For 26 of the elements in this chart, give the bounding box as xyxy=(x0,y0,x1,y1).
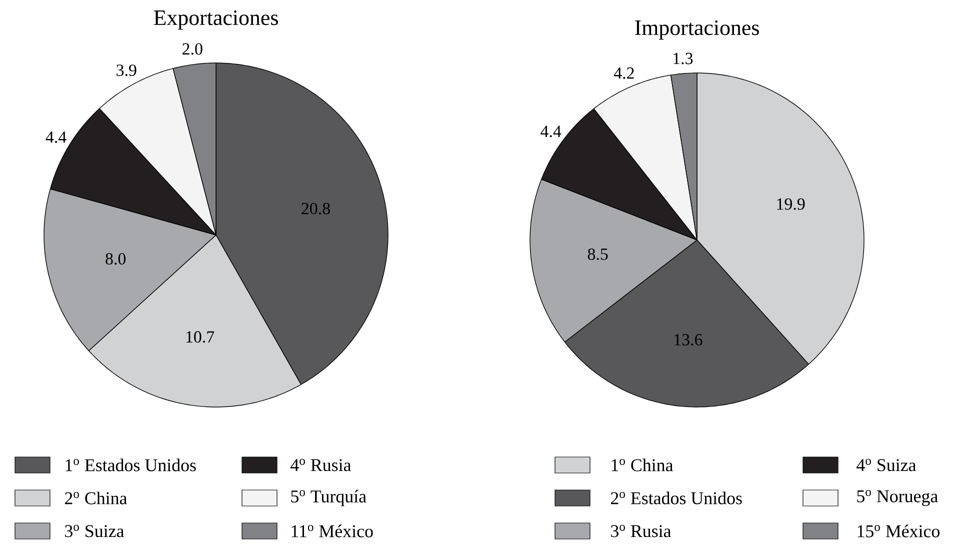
data-label: 2.0 xyxy=(182,43,202,55)
legend-label: 15$^{o}$ México xyxy=(858,524,940,538)
data-label: 8.5 xyxy=(588,248,608,260)
legend-label: 4$^{o}$ Suiza xyxy=(856,458,916,472)
legend-label: 1$^{o}$ China xyxy=(612,458,674,472)
legend-label: 1$^{o}$ Estados Unidos xyxy=(66,458,196,472)
legend-label: 2$^{o}$ Estados Unidos xyxy=(610,492,742,504)
data-label: 20.8 xyxy=(302,202,330,214)
data-label: 19.9 xyxy=(777,198,805,210)
data-label: 4.2 xyxy=(614,67,634,79)
legend-label: 11$^{o}$ México xyxy=(292,524,373,538)
legend-label: 3$^{o}$ Suiza xyxy=(65,524,124,538)
data-label: 1.3 xyxy=(674,52,693,64)
data-label: 10.7 xyxy=(186,331,214,343)
legend-label: 5$^{o}$ Noruega xyxy=(857,490,938,506)
data-label: 13.6 xyxy=(674,334,702,346)
data-label: 8.0 xyxy=(106,253,126,265)
data-label: 4.4 xyxy=(540,126,562,138)
chart-title: Importaciones xyxy=(635,20,759,40)
legend-label: 5$^{o}$ Turquía xyxy=(291,490,366,506)
chart-title: Exportaciones xyxy=(154,10,278,30)
data-label: 3.9 xyxy=(116,64,136,76)
legend-label: 3$^{o}$ Rusia xyxy=(611,524,672,538)
legend-label: 2$^{o}$ China xyxy=(64,492,128,504)
legend-label: 4$^{o}$ Rusia xyxy=(290,458,352,472)
data-label: 4.4 xyxy=(46,132,66,143)
